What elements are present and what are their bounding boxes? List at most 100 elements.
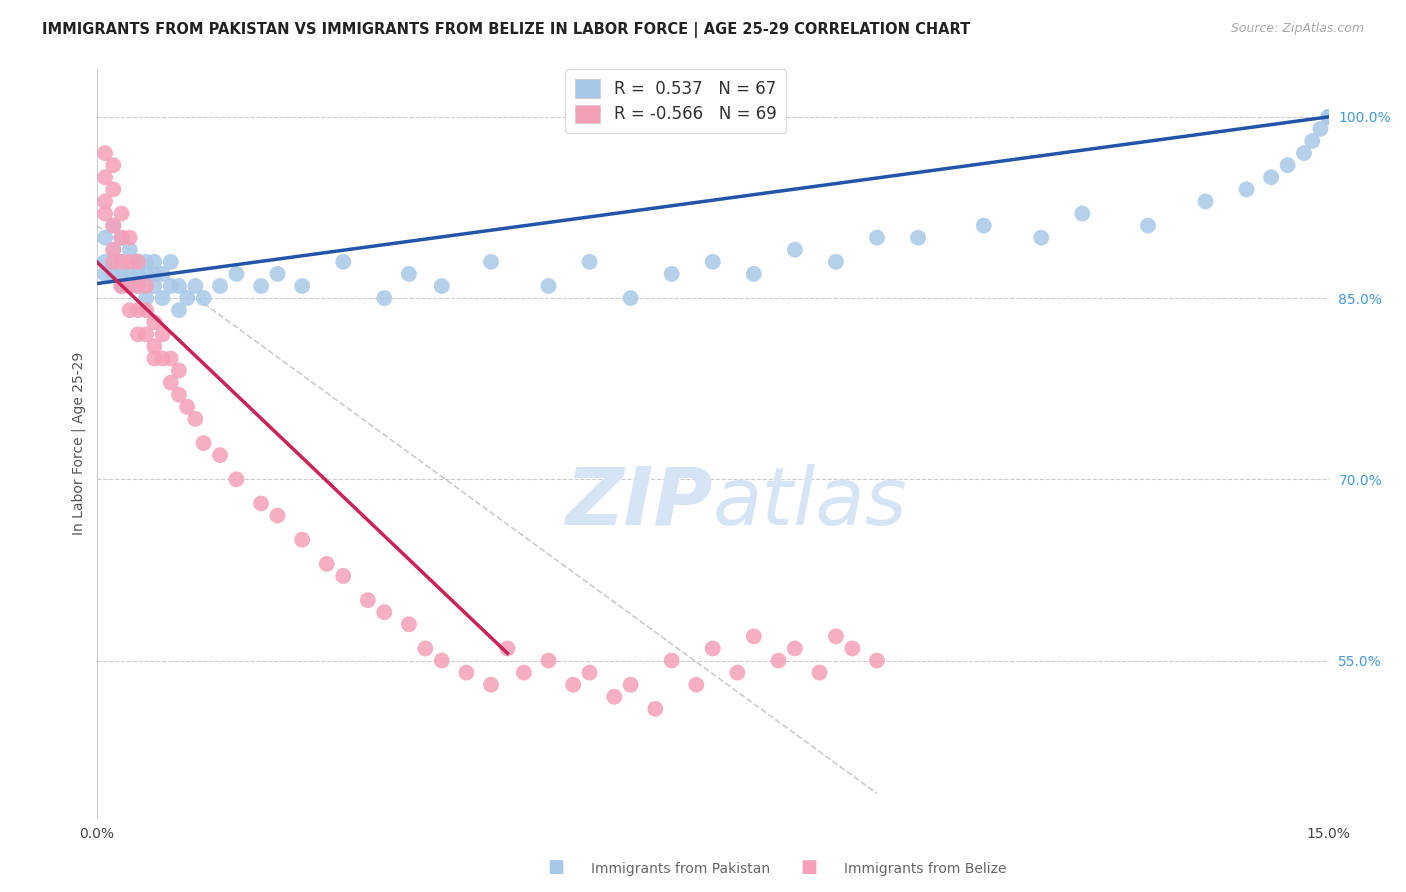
- Point: [94, 146, 117, 161]
- Point: [152, 267, 174, 281]
- Point: [1309, 122, 1331, 136]
- Text: ■: ■: [800, 858, 817, 876]
- Point: [103, 243, 125, 257]
- Point: [685, 678, 707, 692]
- Point: [143, 339, 166, 353]
- Point: [907, 230, 929, 244]
- Point: [167, 388, 190, 402]
- Point: [430, 279, 453, 293]
- Point: [118, 279, 141, 293]
- Point: [250, 496, 273, 510]
- Point: [143, 351, 166, 366]
- Point: [1031, 230, 1053, 244]
- Point: [315, 557, 337, 571]
- Point: [103, 158, 125, 172]
- Point: [127, 279, 149, 293]
- Text: Immigrants from Pakistan: Immigrants from Pakistan: [591, 862, 769, 876]
- Point: [103, 243, 125, 257]
- Point: [225, 267, 247, 281]
- Text: IMMIGRANTS FROM PAKISTAN VS IMMIGRANTS FROM BELIZE IN LABOR FORCE | AGE 25-29 CO: IMMIGRANTS FROM PAKISTAN VS IMMIGRANTS F…: [42, 22, 970, 38]
- Point: [725, 665, 748, 680]
- Point: [127, 267, 149, 281]
- Point: [578, 255, 600, 269]
- Point: [1136, 219, 1159, 233]
- Point: [103, 255, 125, 269]
- Point: [110, 279, 132, 293]
- Point: [225, 472, 247, 486]
- Point: [1236, 182, 1258, 196]
- Point: [110, 206, 132, 220]
- Point: [110, 267, 132, 281]
- Point: [159, 279, 181, 293]
- Point: [1071, 206, 1094, 220]
- Text: ZIP: ZIP: [565, 464, 713, 542]
- Point: [1292, 146, 1315, 161]
- Point: [603, 690, 626, 704]
- Point: [143, 255, 166, 269]
- Point: [620, 291, 643, 305]
- Point: [110, 279, 132, 293]
- Point: [783, 641, 806, 656]
- Point: [159, 351, 181, 366]
- Text: Source: ZipAtlas.com: Source: ZipAtlas.com: [1230, 22, 1364, 36]
- Point: [127, 279, 149, 293]
- Point: [496, 641, 519, 656]
- Point: [250, 279, 273, 293]
- Point: [742, 629, 765, 643]
- Point: [1301, 134, 1323, 148]
- Point: [94, 194, 117, 209]
- Point: [266, 508, 288, 523]
- Point: [825, 255, 848, 269]
- Point: [127, 255, 149, 269]
- Point: [291, 279, 314, 293]
- Point: [118, 230, 141, 244]
- Point: [702, 641, 724, 656]
- Point: [143, 279, 166, 293]
- Point: [184, 412, 207, 426]
- Point: [193, 436, 215, 450]
- Point: [135, 279, 157, 293]
- Point: [208, 279, 231, 293]
- Point: [135, 327, 157, 342]
- Point: [94, 230, 117, 244]
- Point: [1317, 110, 1340, 124]
- Point: [110, 255, 132, 269]
- Point: [479, 678, 502, 692]
- Point: [768, 654, 790, 668]
- Point: [415, 641, 437, 656]
- Point: [1317, 110, 1340, 124]
- Point: [578, 665, 600, 680]
- Point: [562, 678, 585, 692]
- Point: [167, 303, 190, 318]
- Point: [193, 291, 215, 305]
- Point: [118, 267, 141, 281]
- Point: [152, 291, 174, 305]
- Point: [537, 654, 560, 668]
- Point: [373, 291, 395, 305]
- Point: [118, 243, 141, 257]
- Point: [742, 267, 765, 281]
- Point: [127, 255, 149, 269]
- Point: [373, 605, 395, 619]
- Point: [266, 267, 288, 281]
- Point: [103, 219, 125, 233]
- Point: [291, 533, 314, 547]
- Point: [94, 255, 117, 269]
- Point: [808, 665, 831, 680]
- Point: [143, 315, 166, 329]
- Point: [152, 351, 174, 366]
- Point: [620, 678, 643, 692]
- Point: [159, 255, 181, 269]
- Point: [110, 230, 132, 244]
- Point: [127, 327, 149, 342]
- Point: [537, 279, 560, 293]
- Point: [841, 641, 863, 656]
- Point: [866, 230, 889, 244]
- Point: [167, 363, 190, 377]
- Point: [135, 291, 157, 305]
- Point: [661, 267, 683, 281]
- Point: [184, 279, 207, 293]
- Point: [866, 654, 889, 668]
- Point: [456, 665, 478, 680]
- Y-axis label: In Labor Force | Age 25-29: In Labor Force | Age 25-29: [72, 351, 86, 534]
